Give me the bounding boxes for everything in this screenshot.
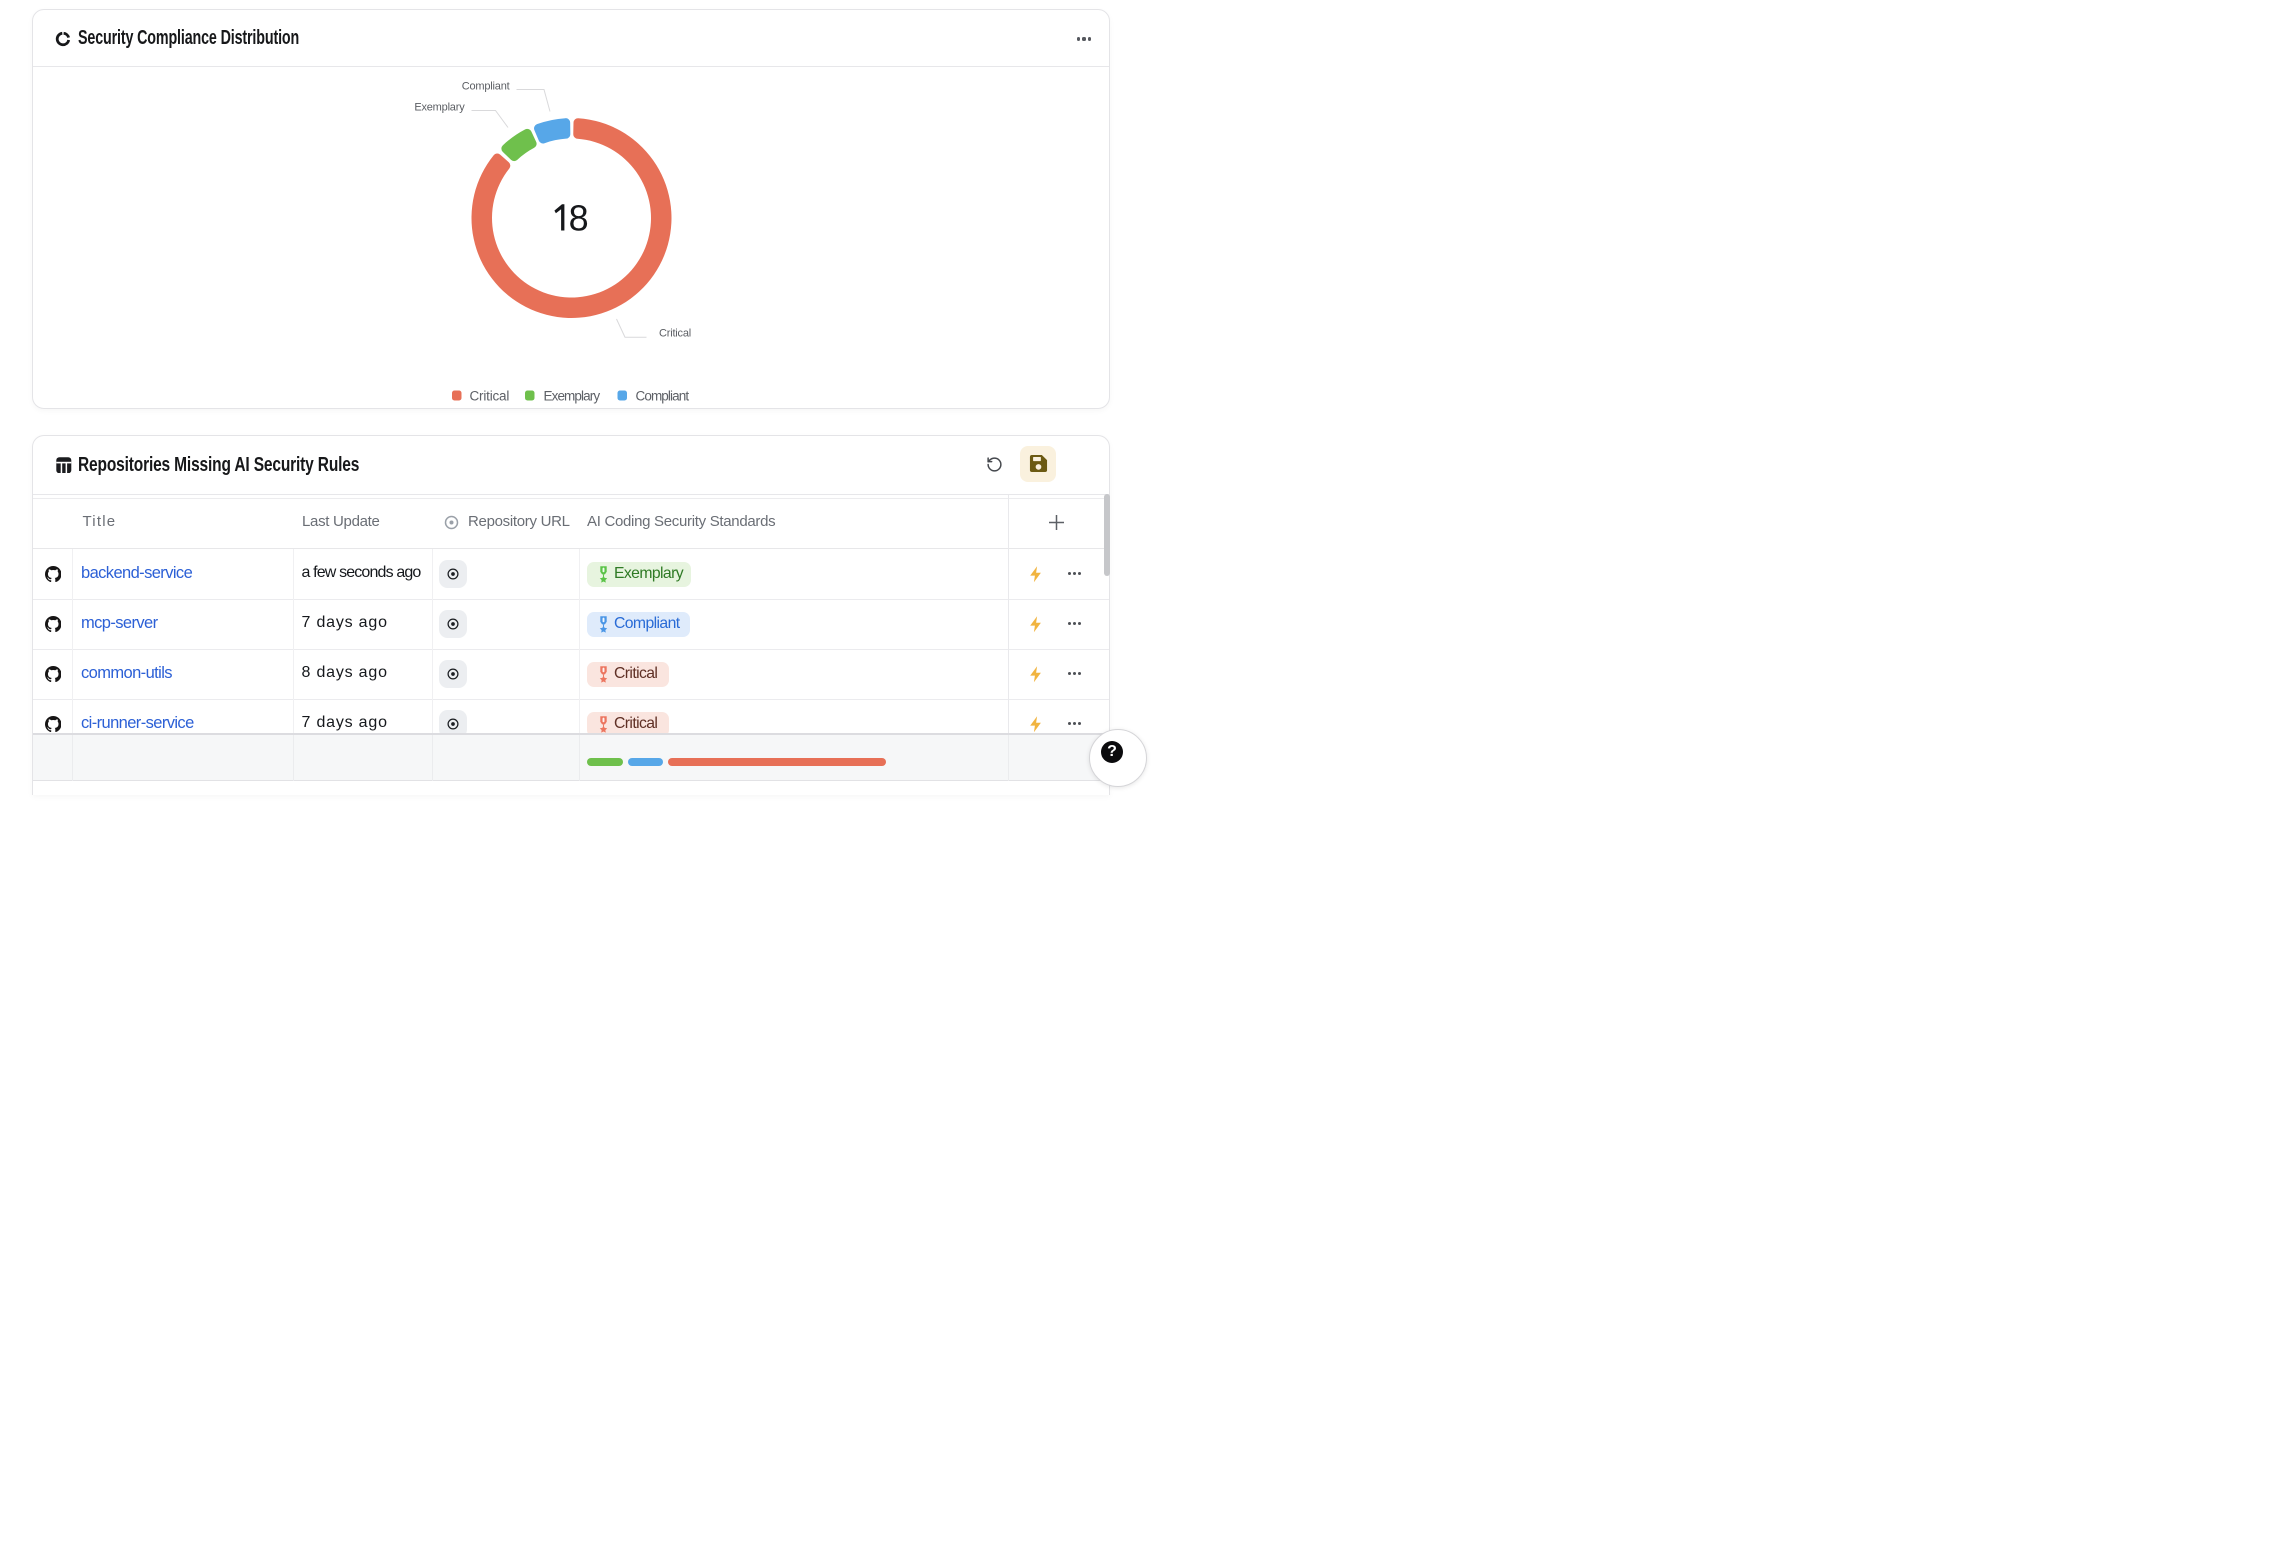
svg-text:Exemplary: Exemplary [543,389,600,404]
svg-text:Critical: Critical [659,327,691,339]
svg-text:Compliant: Compliant [635,389,689,404]
svg-text:Exemplary: Exemplary [414,102,465,114]
svg-text:8: 8 [568,198,588,239]
svg-text:Critical: Critical [469,389,509,404]
svg-text:Compliant: Compliant [461,81,509,93]
